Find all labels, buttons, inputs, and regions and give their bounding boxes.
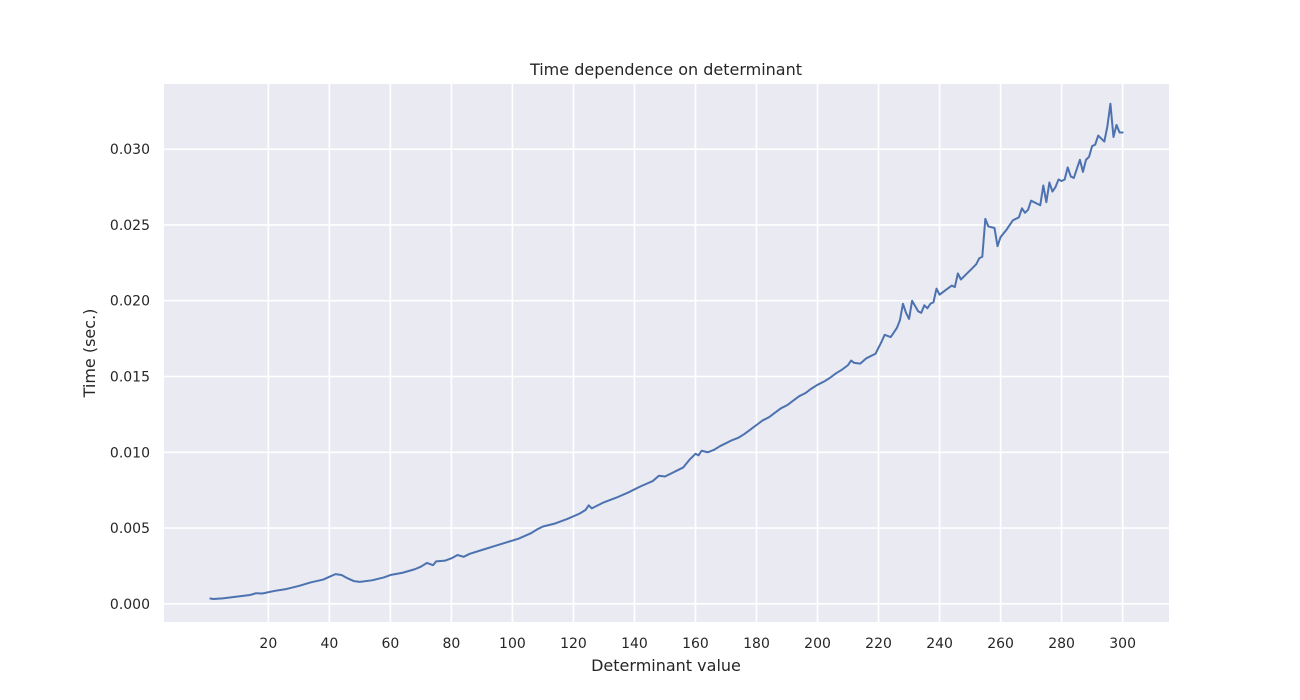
y-tick-label: 0.030 <box>110 142 150 158</box>
y-tick-label: 0.000 <box>110 597 150 613</box>
y-tick-label: 0.005 <box>110 521 150 537</box>
x-tick-label: 220 <box>865 636 892 652</box>
grid <box>164 84 1169 622</box>
x-tick-label: 160 <box>682 636 709 652</box>
plot-area <box>164 84 1169 622</box>
x-tick-labels: 20 40 60 80 100 120 140 160 180 200 220 240 260 280 30… <box>259 636 1136 652</box>
series-line <box>209 102 1124 600</box>
x-tick-label: 140 <box>621 636 648 652</box>
y-tick-labels: 0.000 0.005 0.010 0.015 0.020 0.025 0.030 <box>110 142 150 613</box>
x-tick-label: 20 <box>259 636 277 652</box>
x-tick-label: 60 <box>381 636 399 652</box>
x-tick-label: 240 <box>926 636 953 652</box>
x-tick-label: 180 <box>743 636 770 652</box>
y-tick-label: 0.010 <box>110 445 150 461</box>
x-tick-label: 100 <box>499 636 526 652</box>
y-tick-label: 0.020 <box>110 294 150 310</box>
x-tick-label: 280 <box>1048 636 1075 652</box>
y-axis-label: Time (sec.) <box>80 309 99 399</box>
x-tick-label: 260 <box>987 636 1014 652</box>
series-layer <box>209 102 1124 600</box>
x-axis-label: Determinant value <box>591 656 741 675</box>
x-tick-label: 120 <box>560 636 587 652</box>
x-tick-label: 40 <box>320 636 338 652</box>
x-tick-label: 80 <box>442 636 460 652</box>
x-tick-label: 200 <box>804 636 831 652</box>
y-tick-label: 0.015 <box>110 369 150 385</box>
y-tick-label: 0.025 <box>110 218 150 234</box>
x-tick-label: 300 <box>1109 636 1136 652</box>
chart-title: Time dependence on determinant <box>529 60 802 79</box>
